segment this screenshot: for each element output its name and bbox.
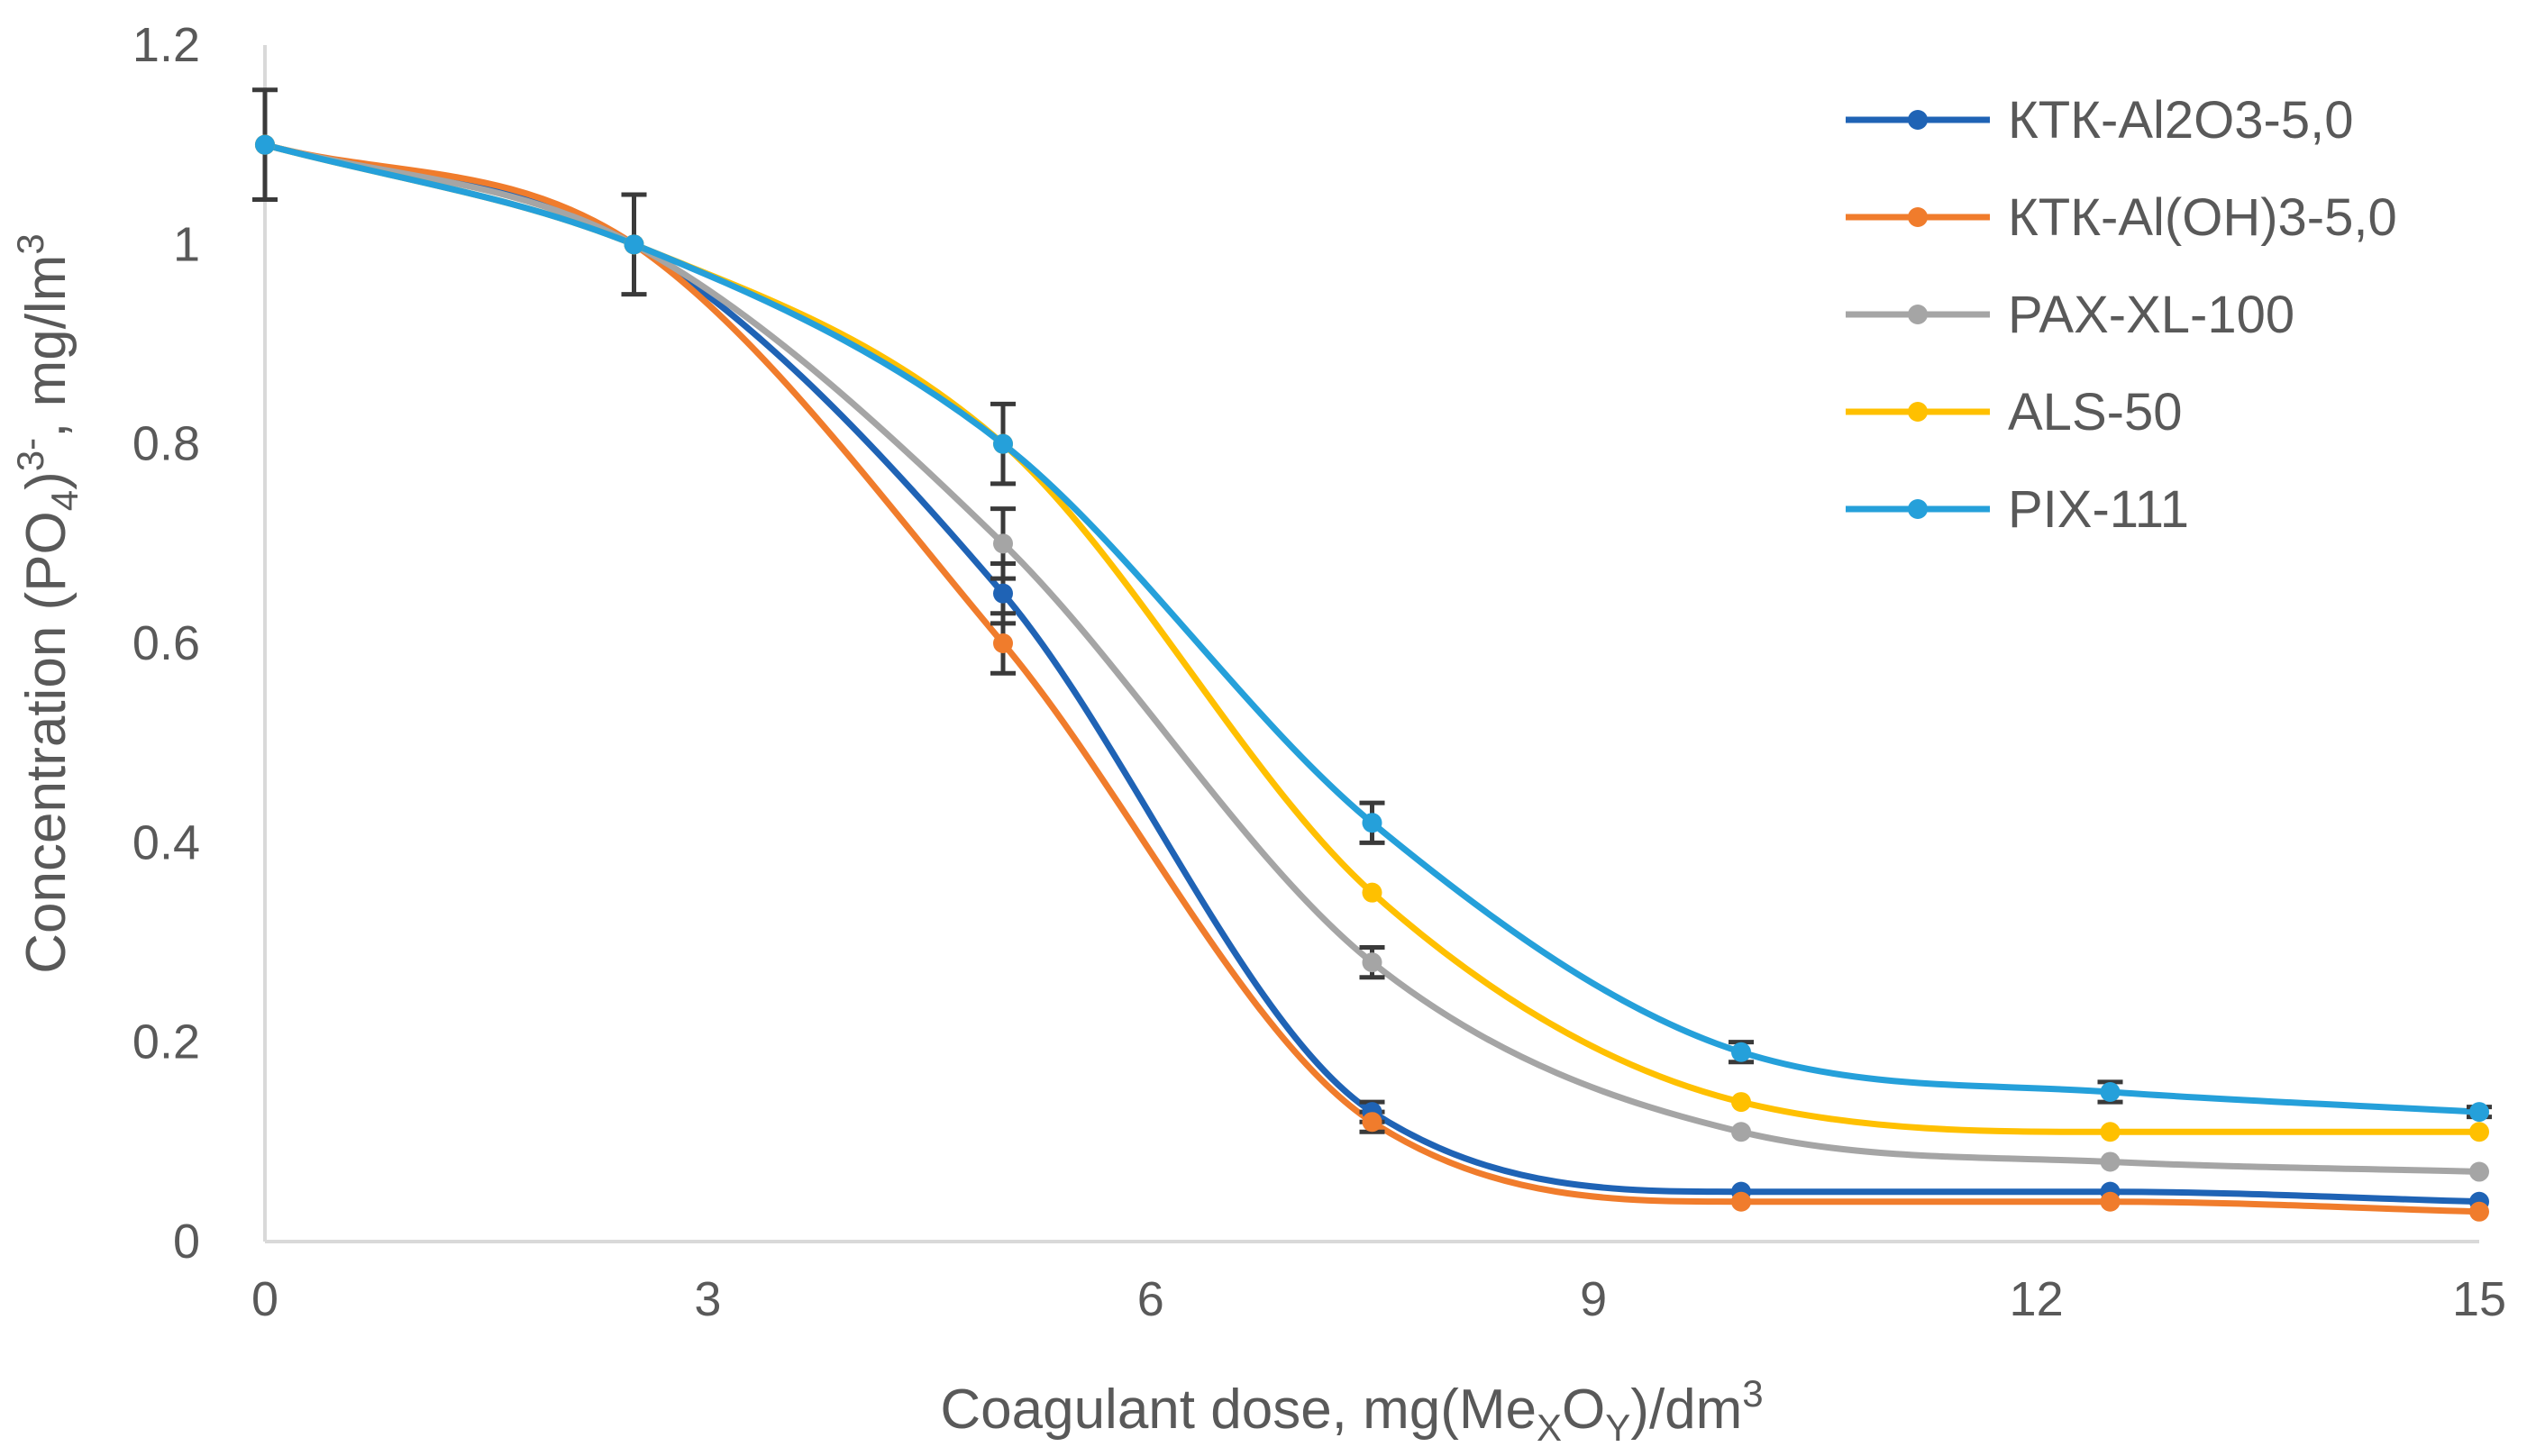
data-point: [1362, 813, 1382, 833]
axes: [263, 45, 2479, 1243]
data-point: [993, 533, 1013, 554]
legend-item: PAX-XL-100: [1846, 286, 2294, 344]
legend-label: PAX-XL-100: [2008, 286, 2294, 344]
x-tick-label: 12: [2010, 1272, 2064, 1326]
x-tick-labels: 0 3 6 9 12 15: [251, 1272, 2506, 1326]
data-point: [1362, 952, 1382, 973]
x-tick-label: 3: [694, 1272, 721, 1326]
data-point: [1362, 882, 1382, 903]
data-point: [2469, 1102, 2489, 1123]
data-point: [624, 234, 644, 255]
legend-item: PIX-111: [1846, 480, 2189, 539]
y-tick-label: 0.8: [132, 417, 200, 471]
data-point: [2100, 1082, 2121, 1102]
y-tick-label: 0: [173, 1215, 200, 1269]
y-tick-label: 1.2: [132, 18, 200, 72]
data-point: [993, 433, 1013, 454]
y-tick-label: 0.4: [132, 815, 200, 869]
y-tick-labels: 0 0.2 0.4 0.6 0.8 1 1.2: [132, 18, 200, 1269]
data-point: [255, 134, 275, 155]
data-point: [993, 633, 1013, 653]
legend-label: КТК-Al(OH)3-5,0: [2008, 188, 2397, 247]
data-points: [255, 134, 2489, 1222]
legend-label: ALS-50: [2008, 383, 2182, 441]
x-axis-title: Coagulant dose, mg(MeXOY)/dm3: [940, 1372, 1763, 1449]
legend-swatch-marker: [1908, 305, 1928, 324]
data-point: [2469, 1161, 2489, 1182]
legend-swatch-marker: [1908, 207, 1928, 227]
x-tick-label: 6: [1137, 1272, 1164, 1326]
y-tick-label: 0.6: [132, 616, 200, 670]
y-tick-label: 1: [173, 217, 200, 271]
y-tick-label: 0.2: [132, 1015, 200, 1069]
legend-item: ALS-50: [1846, 383, 2182, 441]
data-point: [1362, 1112, 1382, 1133]
data-point: [1731, 1191, 1751, 1212]
legend-item: КТК-Al2O3-5,0: [1846, 91, 2353, 150]
x-tick-label: 0: [251, 1272, 278, 1326]
data-point: [2100, 1151, 2121, 1172]
legend: КТК-Al2O3-5,0 КТК-Al(OH)3-5,0 PAX-XL-100 AL…: [1846, 91, 2397, 539]
x-tick-label: 9: [1580, 1272, 1607, 1326]
x-tick-label: 15: [2452, 1272, 2506, 1326]
data-point: [2100, 1122, 2121, 1142]
legend-swatch-marker: [1908, 499, 1928, 519]
legend-label: PIX-111: [2008, 480, 2189, 539]
y-axis-title: Concentration (PO4)3-, mg/lm3: [9, 233, 86, 973]
legend-swatch-marker: [1908, 110, 1928, 130]
legend-label: КТК-Al2O3-5,0: [2008, 91, 2353, 150]
data-point: [1731, 1122, 1751, 1142]
data-point: [993, 583, 1013, 604]
data-point: [2100, 1191, 2121, 1212]
data-point: [2469, 1201, 2489, 1222]
legend-item: КТК-Al(OH)3-5,0: [1846, 188, 2397, 247]
data-point: [1731, 1092, 1751, 1113]
data-point: [1731, 1042, 1751, 1062]
legend-swatch-marker: [1908, 402, 1928, 422]
data-point: [2469, 1122, 2489, 1142]
